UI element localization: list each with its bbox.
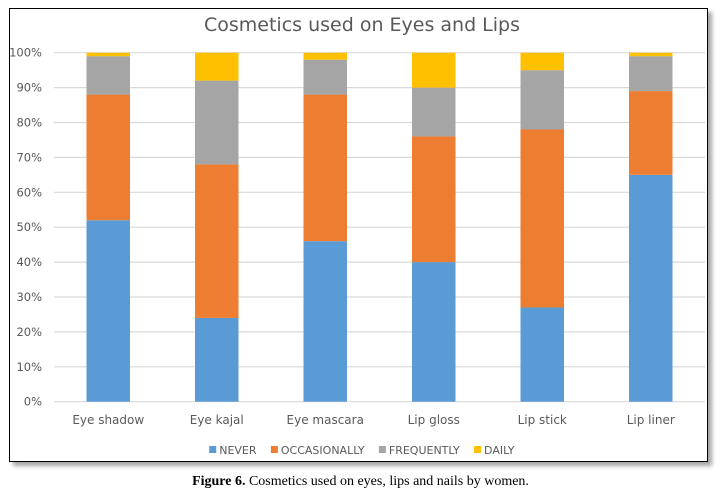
- legend-label: DAILY: [484, 444, 515, 457]
- bar-segment-occasionally: [303, 94, 347, 242]
- bar-segment-never: [86, 220, 130, 402]
- legend-label: NEVER: [219, 444, 257, 457]
- y-tick-label: 80%: [16, 116, 42, 130]
- bar-segment-occasionally: [629, 91, 673, 175]
- bar-segment-frequently: [629, 56, 673, 92]
- legend-swatch: [209, 446, 217, 453]
- legend-swatch: [378, 446, 386, 453]
- caption-text: Cosmetics used on eyes, lips and nails b…: [245, 474, 529, 489]
- legend-item: OCCASIONALLY: [270, 444, 365, 457]
- legend-label: OCCASIONALLY: [281, 444, 365, 457]
- y-tick-label: 30%: [16, 290, 42, 304]
- chart-title: Cosmetics used on Eyes and Lips: [204, 14, 520, 36]
- y-tick-label: 70%: [16, 150, 42, 164]
- bar-segment-occasionally: [412, 136, 456, 263]
- y-tick-label: 60%: [16, 185, 42, 199]
- bar-segment-never: [629, 174, 673, 402]
- y-tick-label: 90%: [16, 81, 42, 95]
- bar-segment-never: [195, 317, 239, 402]
- y-tick-label: 0%: [24, 395, 42, 409]
- x-axis-labels: Eye shadow Eye kajal Eye mascara Lip gloss L…: [72, 413, 675, 427]
- y-tick-label: 50%: [16, 220, 42, 234]
- x-category-label: Lip gloss: [408, 413, 460, 427]
- bar-segment-never: [303, 241, 347, 402]
- bar-segment-frequently: [303, 59, 347, 95]
- bar-segment-occasionally: [520, 129, 564, 308]
- bar-segment-occasionally: [195, 164, 239, 318]
- y-tick-label: 100%: [9, 46, 42, 60]
- bar-segment-never: [412, 262, 456, 402]
- bar-segment-never: [520, 307, 564, 402]
- bar-segment-frequently: [195, 80, 239, 165]
- bar-segment-frequently: [412, 87, 456, 137]
- x-category-label: Eye shadow: [72, 413, 144, 427]
- bar-segment-daily: [86, 52, 130, 57]
- legend-item: FREQUENTLY: [378, 444, 460, 457]
- legend-label: FREQUENTLY: [389, 444, 460, 457]
- legend-item: DAILY: [474, 444, 515, 457]
- gridlines: [54, 52, 705, 403]
- x-category-label: Eye kajal: [190, 413, 244, 427]
- bar-segment-daily: [520, 52, 564, 71]
- bars: [86, 52, 673, 402]
- bar-segment-daily: [303, 52, 347, 60]
- bar-segment-daily: [195, 52, 239, 81]
- legend-item: NEVER: [209, 444, 257, 457]
- y-tick-label: 20%: [16, 325, 42, 339]
- figure-caption: Figure 6. Cosmetics used on eyes, lips a…: [0, 474, 721, 490]
- legend: NEVER OCCASIONALLY FREQUENTLY DAILY: [209, 444, 515, 457]
- bar-segment-daily: [629, 52, 673, 57]
- bar-segment-frequently: [520, 70, 564, 130]
- caption-label: Figure 6.: [192, 474, 246, 489]
- y-axis-ticks: 0% 10% 20% 30% 40% 50% 60% 70% 80% 90% 100%: [9, 46, 42, 409]
- x-category-label: Lip liner: [627, 413, 675, 427]
- x-category-label: Lip stick: [518, 413, 567, 427]
- y-tick-label: 10%: [16, 360, 42, 374]
- x-category-label: Eye mascara: [287, 413, 364, 427]
- y-tick-label: 40%: [16, 255, 42, 269]
- legend-swatch: [270, 446, 278, 453]
- bar-segment-daily: [412, 52, 456, 88]
- bar-segment-frequently: [86, 56, 130, 95]
- legend-swatch: [474, 446, 482, 453]
- bar-segment-occasionally: [86, 94, 130, 221]
